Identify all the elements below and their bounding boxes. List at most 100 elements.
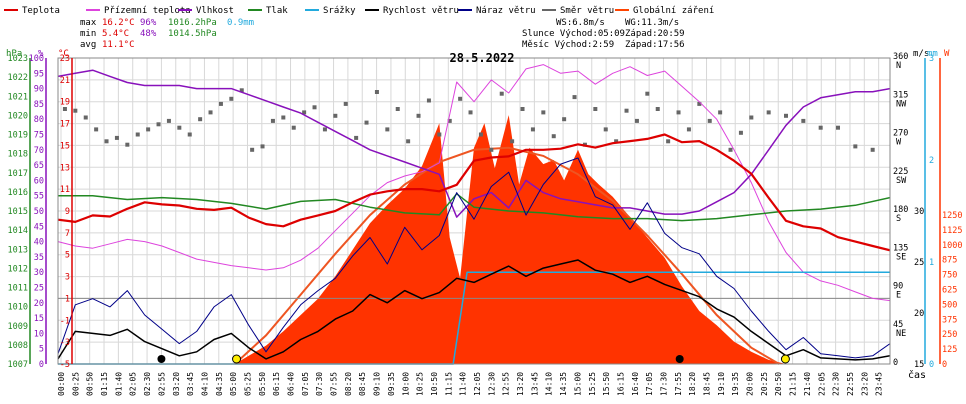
wind-direction-point (114, 135, 119, 140)
x-tick-label: 07:05 (301, 372, 310, 396)
wind-direction-point (749, 115, 754, 120)
x-tick-label: 06:15 (272, 372, 281, 396)
x-tick-label: 12:05 (473, 372, 482, 396)
series-ground-temperature (57, 64, 891, 302)
wind-direction-point (104, 139, 109, 144)
x-tick-label: 00:25 (71, 372, 80, 396)
x-tick-label: 15:00 (573, 372, 582, 396)
x-tick-label: 02:55 (157, 372, 166, 396)
temperature-axis-tick: 17 (60, 120, 70, 130)
series-solar-max (234, 146, 780, 365)
temperature-axis-tick: 9 (65, 207, 70, 217)
direction-tick: 135 (893, 243, 908, 253)
pressure-axis-tick: 1020 (8, 111, 28, 121)
wind-direction-point (135, 132, 140, 137)
x-tick-label: 22:30 (832, 372, 841, 396)
pressure-axis-tick: 1008 (8, 341, 28, 351)
humidity-axis-tick: 10 (34, 329, 44, 339)
x-tick-label: 15:25 (588, 372, 597, 396)
wind-direction-point (218, 101, 223, 106)
humidity-axis-tick: 95 (34, 69, 44, 79)
x-tick-label: 08:20 (344, 372, 353, 396)
wind-direction-point (83, 115, 88, 120)
wind-tick: 25 (914, 258, 924, 268)
humidity-axis-tick: 40 (34, 238, 44, 248)
series-solar (58, 115, 890, 364)
wind-direction-point (437, 132, 442, 137)
compass-label: W (896, 138, 902, 148)
pressure-axis-tick: 1018 (8, 150, 28, 160)
wind-direction-point (73, 108, 78, 113)
compass-label: SW (896, 176, 907, 186)
rain-tick: 1 (929, 258, 934, 268)
x-tick-label: 01:15 (100, 372, 109, 396)
temperature-axis-unit: °C (58, 49, 69, 59)
x-tick-label: 05:25 (243, 372, 252, 396)
x-tick-label: 09:35 (387, 372, 396, 396)
wind-direction-point (239, 88, 244, 93)
solar-tick: 0 (942, 360, 947, 370)
stats-wg: WG:11.3m/s (625, 18, 679, 28)
x-tick-label: 13:20 (516, 372, 525, 396)
wind-direction-point (260, 144, 265, 149)
wind-direction-point (270, 118, 275, 123)
wind-direction-point (458, 96, 463, 101)
wind-direction-point (125, 142, 130, 147)
wind-direction-point (624, 108, 629, 113)
temperature-axis-tick: -3 (60, 338, 70, 348)
x-tick-label: 08:45 (358, 372, 367, 396)
stats-temp-0: 16.2°C (102, 18, 135, 28)
x-tick-label: 15:50 (602, 372, 611, 396)
wind-direction-point (718, 110, 723, 115)
humidity-axis-unit: % (38, 49, 44, 59)
x-tick-label: 00:00 (57, 372, 66, 396)
x-tick-label: 12:30 (487, 372, 496, 396)
wind-direction-point (364, 120, 369, 125)
legend-label-0: Teplota (22, 6, 60, 16)
legend-label-5: Rychlost větru (383, 6, 459, 16)
wind-direction-point (229, 96, 234, 101)
wind-direction-point (738, 130, 743, 135)
temperature-axis-tick: 19 (60, 98, 70, 108)
temperature-axis-tick: 15 (60, 141, 70, 151)
legend-label-6: Náraz větru (476, 6, 536, 16)
wind-direction-point (62, 107, 67, 111)
x-tick-label: 17:55 (674, 372, 683, 396)
stats-temp-2: 11.1°C (102, 40, 135, 50)
wind-direction-point (406, 139, 411, 144)
wind-direction-point (707, 118, 712, 123)
humidity-axis-tick: 90 (34, 85, 44, 95)
wind-direction-point (801, 118, 806, 123)
wind-direction-point (281, 115, 286, 120)
legend-label-7: Směr větru (560, 6, 614, 16)
x-tick-label: 19:10 (717, 372, 726, 396)
stats-panel: max 16.2°C 96% 1016.2hPa 0.9mm min 5.4°C 48% 101… (80, 18, 685, 50)
wind-direction-point (322, 127, 327, 132)
legend-label-4: Srážky (323, 6, 356, 16)
temperature-axis-tick: 23 (60, 54, 70, 64)
stats-hum-1: 48% (140, 29, 157, 39)
wind-direction-point (478, 132, 483, 137)
pressure-axis-tick: 1019 (8, 131, 28, 141)
wind-direction-point (870, 147, 875, 152)
humidity-axis-tick: 5 (39, 345, 44, 355)
pressure-axis-tick: 1011 (8, 284, 28, 294)
wind-direction-point (728, 147, 733, 152)
humidity-axis-tick: 15 (34, 314, 44, 324)
x-tick-label: 05:50 (258, 372, 267, 396)
compass-label: S (896, 214, 901, 224)
pressure-axis-tick: 1017 (8, 169, 28, 179)
solar-tick: 625 (942, 286, 957, 296)
stats-hum-0: 96% (140, 18, 157, 28)
x-tick-label: 14:10 (545, 372, 554, 396)
x-tick-label: 16:40 (631, 372, 640, 396)
compass-label: SE (896, 252, 906, 262)
x-tick-label: 13:45 (530, 372, 539, 396)
humidity-axis-tick: 85 (34, 100, 44, 110)
temperature-axis-tick: 7 (65, 229, 70, 239)
humidity-axis-tick: 30 (34, 268, 44, 278)
x-tick-label: 20:00 (746, 372, 755, 396)
wind-direction-point (177, 125, 182, 130)
